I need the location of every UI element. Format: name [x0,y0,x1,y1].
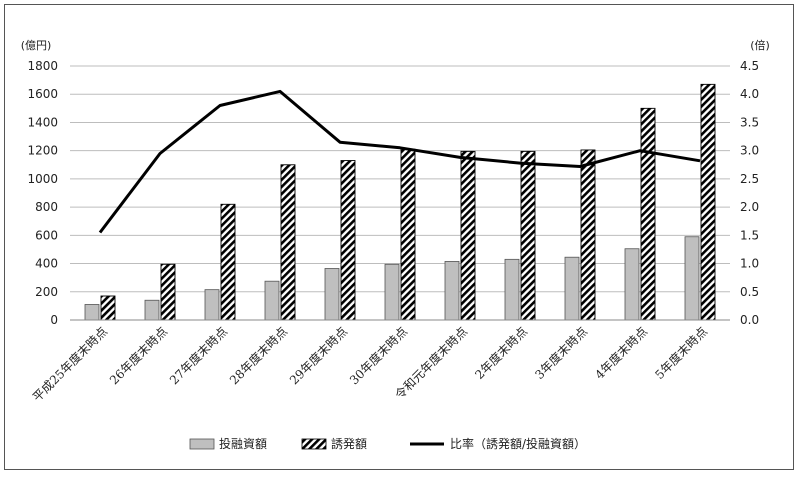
legend-label-ratio: 比率（誘発額/投融資額） [450,436,586,451]
y-right-tick-label: 4.5 [740,59,759,73]
bar-induced [520,150,536,321]
x-category-label: 28年度末時点 [226,324,290,388]
bars [84,83,716,321]
x-category-label: 3年度末時点 [532,324,590,382]
y-right-tick-label: 2.0 [740,200,759,214]
axes: 0 200 400 600 800 1000 1200 1400 1600 1800 0.0 0.5 1… [21,38,770,404]
bar-investment [564,256,580,321]
y-left-tick-label: 1800 [27,59,58,73]
bar-investment [444,261,460,321]
y-right-tick-label: 4.0 [740,87,759,101]
y-left-tick-label: 600 [35,228,58,242]
bar-investment [84,304,100,321]
bar-investment [264,280,280,321]
bar-induced [400,148,416,321]
y-right-tick-label: 3.0 [740,144,759,158]
y-right-tick-label: 0.0 [740,313,759,327]
x-category-label: 29年度末時点 [286,324,350,388]
bar-investment [384,263,400,321]
legend: 投融資額 誘発額 比率（誘発額/投融資額） [189,436,586,451]
y-left-unit: (億円) [21,39,52,52]
ratio-line [98,89,701,234]
y-left-tick-label: 800 [35,200,58,214]
bar-induced [280,164,296,321]
y-right-tick-label: 1.5 [740,228,759,242]
bar-investment [324,268,340,321]
gridlines [70,65,730,293]
x-category-label: 30年度末時点 [346,324,410,388]
legend-swatch-investment [189,438,215,450]
legend-label-induced: 誘発額 [331,437,367,451]
x-category-label: 26年度末時点 [106,324,170,388]
y-left-tick-label: 1600 [27,87,58,101]
y-right-tick-label: 1.0 [740,257,759,271]
y-right-tick-label: 0.5 [740,285,759,299]
bar-investment [144,299,160,321]
bar-investment [624,248,640,321]
x-category-label: 4年度末時点 [592,324,650,382]
y-left-tick-label: 1000 [27,172,58,186]
bar-induced [340,160,356,321]
bar-induced [580,149,596,321]
bar-induced [220,203,236,321]
bar-induced [640,107,656,321]
bar-induced [100,295,116,321]
y-right-unit: (倍) [750,38,770,52]
x-category-label: 2年度末時点 [472,324,530,382]
ratio-line-path [98,89,701,234]
legend-label-investment: 投融資額 [219,436,267,451]
x-category-label: 5年度末時点 [652,324,710,382]
y-left-tick-label: 1400 [27,115,58,129]
y-left-tick-label: 0 [50,313,58,327]
bar-induced [460,150,476,321]
bar-induced [700,83,716,321]
x-category-label: 平成25年度末時点 [29,324,110,405]
y-right-tick-label: 2.5 [740,172,759,186]
legend-swatch-induced [301,438,327,450]
bar-investment [684,236,700,321]
bar-investment [204,289,220,321]
y-right-tick-label: 3.5 [740,115,759,129]
bar-investment [504,258,520,321]
bar-induced [160,263,176,321]
x-category-label: 27年度末時点 [166,324,230,388]
chart-frame [4,4,794,470]
y-left-tick-label: 400 [35,257,58,271]
y-left-tick-label: 200 [35,285,58,299]
y-left-tick-label: 1200 [27,144,58,158]
